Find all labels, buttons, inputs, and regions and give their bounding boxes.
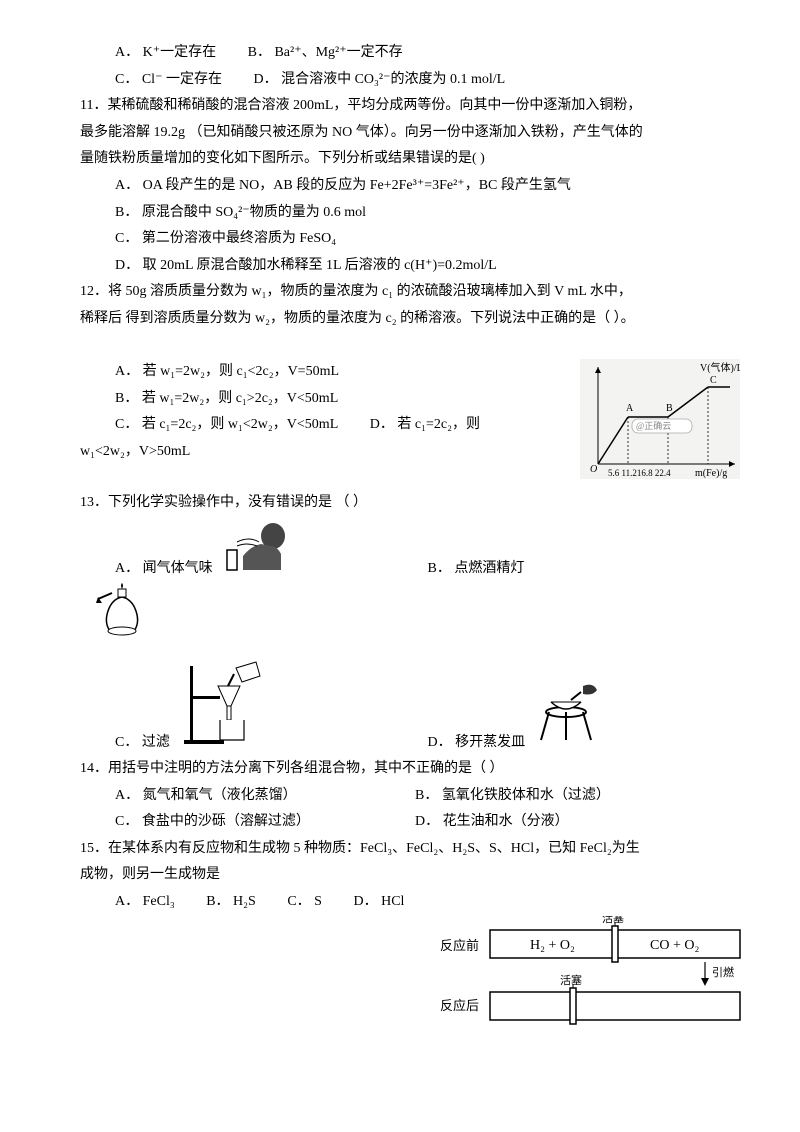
q12-stem2: 稀释后 得到溶质质量分数为 w₂，物质的量浓度为 c₂ 的稀溶液。下列说法中正确… bbox=[80, 306, 740, 333]
q14-stem: 14．用括号中注明的方法分离下列各组混合物，其中不正确的是（ ） bbox=[80, 756, 740, 783]
q15-optD: D． HCl bbox=[353, 889, 404, 916]
diagram-right: CO + O₂ bbox=[650, 938, 699, 953]
chart-ylabel: V(气体)/L bbox=[700, 361, 740, 374]
q13-optB: B． 点燃酒精灯 bbox=[428, 556, 525, 583]
q11-stem2: 最多能溶解 19.2g （已知硝酸只被还原为 NO 气体）。向另一份中逐渐加入铁… bbox=[80, 120, 740, 147]
q12-optD: D． 若 c₁=2c₂，则 bbox=[370, 412, 480, 439]
diagram-left: H₂ + O₂ bbox=[530, 938, 575, 953]
diagram-piston-top: 活塞 bbox=[602, 916, 624, 925]
q14-opts-line1: A． 氮气和氧气（液化蒸馏） B． 氢氧化铁胶体和水（过滤） bbox=[80, 783, 740, 810]
q15-optB: B． H₂S bbox=[206, 889, 256, 916]
chart-xticks: 5.6 11.216.8 22.4 bbox=[608, 468, 671, 478]
evaporate-dish-icon bbox=[533, 676, 603, 757]
q13-row2: C． 过滤 D． 移开蒸发皿 bbox=[80, 656, 740, 757]
q15-opts: A． FeCl₃ B． H₂S C． S D． HCl bbox=[80, 889, 740, 916]
q14-optC: C． 食盐中的沙砾（溶解过滤） bbox=[115, 809, 415, 836]
q12-optC: C． 若 c₁=2c₂，则 w₁<2w₂，V<50mL bbox=[115, 412, 338, 439]
q11-optB: B． 原混合酸中 SO₄²⁻物质的量为 0.6 mol bbox=[80, 200, 740, 227]
alcohol-lamp-icon bbox=[80, 583, 740, 650]
q13-optD: D． 移开蒸发皿 bbox=[428, 730, 526, 757]
q10-optC: C． Cl⁻ 一定存在 bbox=[115, 67, 222, 94]
q12-stem1: 12．将 50g 溶质质量分数为 w₁，物质的量浓度为 c₁ 的浓硫酸沿玻璃棒加… bbox=[80, 279, 740, 306]
q11-optD: D． 取 20mL 原混合酸加水稀释至 1L 后溶液的 c(H⁺)=0.2mol… bbox=[80, 253, 740, 280]
q11-optA: A． OA 段产生的是 NO，AB 段的反应为 Fe+2Fe³⁺=3Fe²⁺，B… bbox=[80, 173, 740, 200]
diagram-ignite: 引燃 bbox=[712, 965, 734, 979]
q11-stem1: 11．某稀硫酸和稀硝酸的混合溶液 200mL，平均分成两等份。向其中一份中逐渐加… bbox=[80, 93, 740, 120]
diagram-piston-bottom: 活塞 bbox=[560, 973, 582, 987]
filter-icon bbox=[178, 656, 268, 757]
q11-stem3: 量随铁粉质量增加的变化如下图所示。下列分析或结果错误的是( ) bbox=[80, 146, 740, 173]
q12-optA: A． 若 w₁=2w₂，则 c₁<2c₂，V=50mL bbox=[115, 359, 339, 386]
q10-opts-line2: C． Cl⁻ 一定存在 D． 混合溶液中 CO₃²⁻的浓度为 0.1 mol/L bbox=[80, 67, 740, 94]
diagram-before: 反应前 bbox=[440, 938, 479, 953]
q15-stem1: 15．在某体系内有反应物和生成物 5 种物质：FeCl₃、FeCl₂、H₂S、S… bbox=[80, 836, 740, 863]
q15-optC: C． S bbox=[287, 889, 322, 916]
piston-diagram: 反应前 活塞 H₂ + O₂ CO + O₂ 引燃 反应后 活塞 bbox=[440, 916, 760, 1034]
q10-optB: B． Ba²⁺、Mg²⁺一定不存 bbox=[248, 40, 403, 67]
q14-opts-line2: C． 食盐中的沙砾（溶解过滤） D． 花生油和水（分液） bbox=[80, 809, 740, 836]
q15-stem2: 成物，则另一生成物是 bbox=[80, 862, 740, 889]
smell-gas-icon bbox=[221, 516, 301, 583]
chart-point-C: C bbox=[710, 375, 717, 386]
q14-optB: B． 氢氧化铁胶体和水（过滤） bbox=[415, 783, 715, 810]
q13-stem: 13．下列化学实验操作中，没有错误的是 （ ） bbox=[80, 490, 740, 517]
chart-point-A: A bbox=[626, 403, 634, 414]
q14-optA: A． 氮气和氧气（液化蒸馏） bbox=[115, 783, 415, 810]
gas-volume-chart: A B C O V(气体)/L m(Fe)/g 5.6 11.216.8 22.… bbox=[580, 359, 740, 490]
q15-optA: A． FeCl₃ bbox=[115, 889, 175, 916]
q14-optD: D． 花生油和水（分液） bbox=[415, 809, 715, 836]
chart-watermark: @正确云 bbox=[636, 420, 671, 431]
q13-row1: A． 闻气体气味 B． 点燃酒精灯 bbox=[80, 516, 740, 583]
svg-text:O: O bbox=[590, 464, 597, 475]
q12-optB: B． 若 w₁=2w₂，则 c₁>2c₂，V<50mL bbox=[115, 386, 338, 413]
q10-optA: A． K⁺一定存在 bbox=[115, 40, 216, 67]
chart-xlabel: m(Fe)/g bbox=[695, 468, 727, 479]
chart-point-B: B bbox=[666, 403, 673, 414]
q13-optA: A． 闻气体气味 bbox=[115, 556, 213, 583]
q10-opts-line1: A． K⁺一定存在 B． Ba²⁺、Mg²⁺一定不存 bbox=[80, 40, 740, 67]
q11-optC: C． 第二份溶液中最终溶质为 FeSO₄ bbox=[80, 226, 740, 253]
q10-optD: D． 混合溶液中 CO₃²⁻的浓度为 0.1 mol/L bbox=[253, 67, 505, 94]
q13-optC: C． 过滤 bbox=[115, 730, 170, 757]
diagram-after: 反应后 bbox=[440, 998, 479, 1013]
